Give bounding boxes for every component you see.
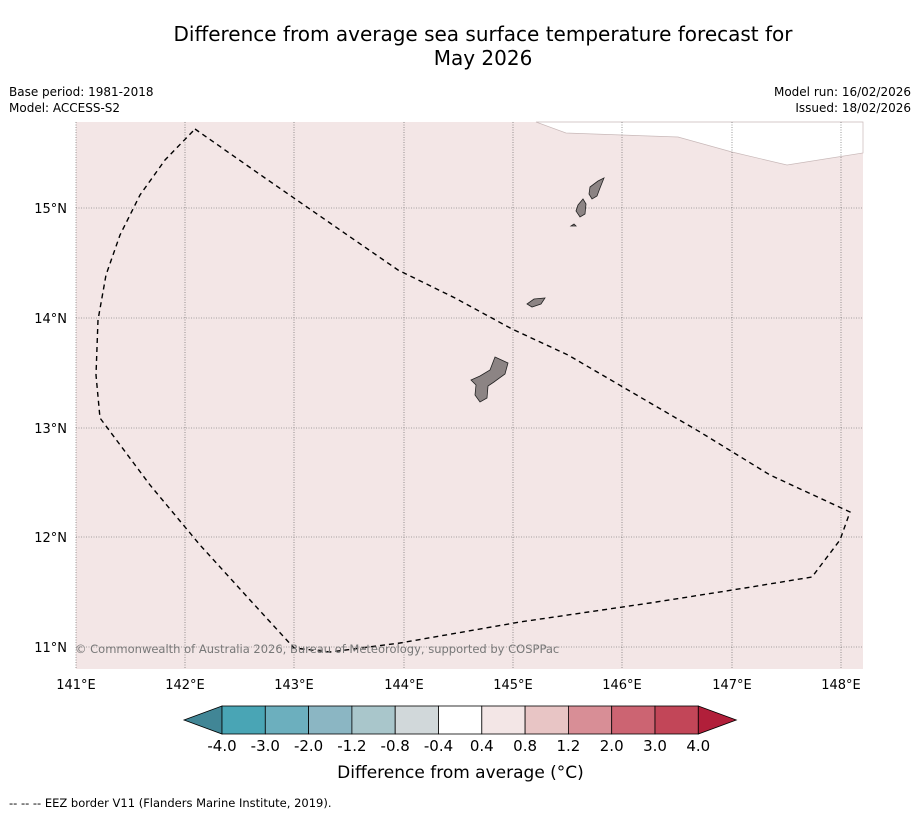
- colorbar-tick-label: 0.4: [470, 737, 494, 755]
- colorbar-label: Difference from average (°C): [337, 763, 584, 783]
- lon-label: 146°E: [602, 678, 642, 693]
- latitude-labels: 15°N 14°N 13°N 12°N 11°N: [34, 202, 67, 656]
- map-background: [76, 122, 863, 669]
- graticule: [75, 122, 863, 669]
- colorbar-segment: [438, 705, 483, 735]
- base-period: Base period: 1981-2018: [9, 85, 154, 99]
- longitude-labels: 141°E 142°E 143°E 144°E 145°E 146°E 147°E 148°E: [56, 678, 861, 693]
- island-rota: [526, 297, 546, 308]
- colorbar-segment: [221, 705, 266, 735]
- lat-label: 11°N: [34, 641, 67, 656]
- issued-date: Issued: 18/02/2026: [795, 101, 911, 115]
- colorbar-tick-label: -3.0: [251, 737, 280, 755]
- colorbar: -4.0 -3.0 -2.0 -1.2 -0.8 -0.4 0.4 0.8 1.2 2.0 3.0 4…: [182, 705, 738, 755]
- colorbar-segment: [394, 705, 439, 735]
- meta-left: Base period: 1981-2018 Model: ACCESS-S2: [9, 84, 154, 116]
- lon-label: 144°E: [384, 678, 424, 693]
- island-guam: [470, 356, 509, 403]
- title-line-1: Difference from average sea surface temp…: [173, 22, 793, 46]
- colorbar-segment: [351, 705, 396, 735]
- colorbar-segment: [481, 705, 526, 735]
- lon-label: 145°E: [493, 678, 533, 693]
- lon-label: 141°E: [56, 678, 96, 693]
- lat-label: 12°N: [34, 531, 67, 546]
- model-run: Model run: 16/02/2026: [773, 85, 911, 99]
- lon-label: 142°E: [165, 678, 205, 693]
- meta-right: Model run: 16/02/2026 Issued: 18/02/2026: [774, 84, 911, 116]
- colorbar-segment: [308, 705, 353, 735]
- colorbar-segment: [568, 705, 613, 735]
- colorbar-segment: [654, 705, 699, 735]
- no-data-area: [535, 121, 864, 166]
- eez-border: [95, 128, 851, 653]
- colorbar-tick-label: 0.8: [513, 737, 537, 755]
- lon-label: 147°E: [712, 678, 752, 693]
- island-aguijan: [569, 223, 577, 227]
- footer-eez-note: -- -- -- EEZ border V11 (Flanders Marine…: [9, 796, 332, 810]
- lat-label: 15°N: [34, 202, 67, 217]
- colorbar-segment: [264, 705, 309, 735]
- copyright-text: © Commonwealth of Australia 2026, Bureau…: [75, 642, 559, 656]
- colorbar-tick-label: 4.0: [686, 737, 710, 755]
- colorbar-tick-label: -2.0: [294, 737, 323, 755]
- colorbar-tick-label: 1.2: [556, 737, 580, 755]
- colorbar-tick-label: -4.0: [207, 737, 236, 755]
- colorbar-extend-high: [697, 705, 738, 735]
- model-name: Model: ACCESS-S2: [9, 101, 121, 115]
- island-saipan: [588, 177, 605, 200]
- colorbar-tick-label: 2.0: [600, 737, 624, 755]
- colorbar-segment: [524, 705, 569, 735]
- colorbar-tick-label: -1.2: [337, 737, 366, 755]
- lon-label: 143°E: [274, 678, 314, 693]
- colorbar-tick-label: -0.8: [381, 737, 410, 755]
- island-tinian: [575, 198, 587, 218]
- lat-label: 14°N: [34, 312, 67, 327]
- colorbar-segment: [611, 705, 656, 735]
- colorbar-tick-label: 3.0: [643, 737, 667, 755]
- lat-label: 13°N: [34, 422, 67, 437]
- chart-title: Difference from average sea surface temp…: [0, 22, 919, 70]
- colorbar-tick-label: -0.4: [424, 737, 453, 755]
- islands: [470, 177, 605, 403]
- colorbar-extend-low: [182, 705, 223, 735]
- lon-label: 148°E: [821, 678, 861, 693]
- title-line-2: May 2026: [433, 46, 533, 70]
